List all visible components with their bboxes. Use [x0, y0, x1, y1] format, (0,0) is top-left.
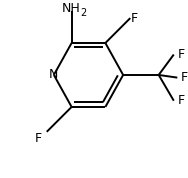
Text: F: F	[177, 48, 184, 61]
Text: N: N	[49, 69, 58, 82]
Text: F: F	[177, 94, 184, 107]
Text: F: F	[35, 132, 42, 145]
Text: NH: NH	[61, 2, 80, 15]
Text: 2: 2	[80, 8, 86, 18]
Text: F: F	[181, 71, 188, 84]
Text: F: F	[131, 12, 138, 25]
